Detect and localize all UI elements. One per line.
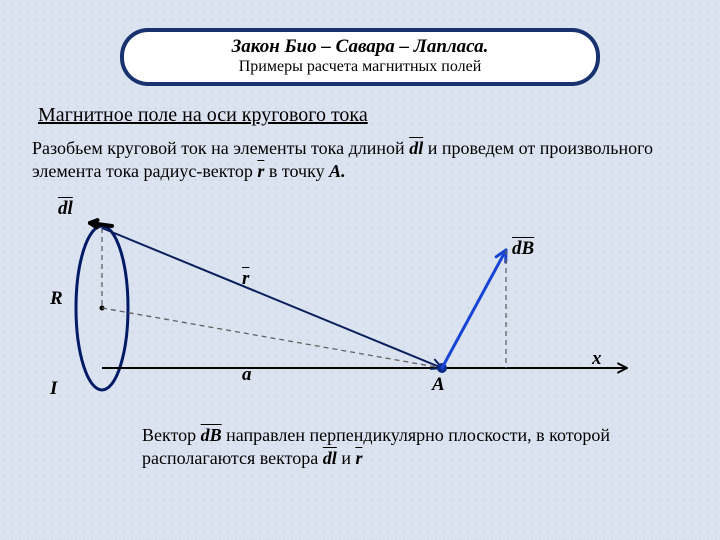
header-inner: Закон Био – Савара – Лапласа. Примеры ра… bbox=[124, 32, 596, 82]
symbol-dB: dB bbox=[201, 425, 222, 445]
header-pill: Закон Био – Савара – Лапласа. Примеры ра… bbox=[120, 28, 600, 86]
para2-text-a: Вектор bbox=[142, 425, 201, 445]
paragraph-1: Разобьем круговой ток на элементы тока д… bbox=[32, 137, 688, 182]
symbol-dl: dl bbox=[409, 138, 423, 158]
label-x: x bbox=[592, 348, 602, 370]
section-title: Магнитное поле на оси кругового тока bbox=[38, 104, 688, 127]
label-a: a bbox=[242, 364, 252, 386]
title-main: Закон Био – Савара – Лапласа. bbox=[134, 36, 586, 58]
label-R: R bbox=[50, 288, 63, 310]
paragraph-2: Вектор dB направлен перпендикулярно плос… bbox=[142, 424, 662, 469]
label-I: I bbox=[50, 378, 57, 400]
para2-text-c: и bbox=[341, 448, 355, 468]
symbol-r-2: r bbox=[355, 448, 362, 468]
symbol-r: r bbox=[257, 161, 264, 181]
diagram: dl R I r a A x dB bbox=[32, 188, 672, 418]
label-A-point: A bbox=[432, 374, 445, 396]
para1-text-a: Разобьем круговой ток на элементы тока д… bbox=[32, 138, 409, 158]
title-subtitle: Примеры расчета магнитных полей bbox=[134, 58, 586, 76]
para1-text-c: в точку bbox=[269, 161, 329, 181]
label-dB: dB bbox=[512, 238, 534, 260]
symbol-A: A. bbox=[329, 161, 346, 181]
label-r: r bbox=[242, 268, 249, 290]
label-dl: dl bbox=[58, 198, 73, 220]
symbol-dl-2: dl bbox=[323, 448, 337, 468]
